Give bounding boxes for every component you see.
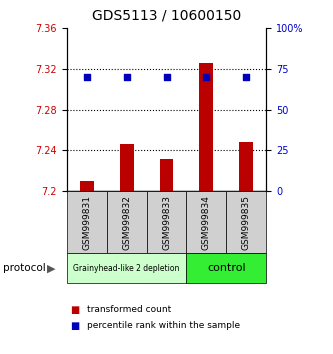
Text: control: control <box>207 263 246 273</box>
Text: GSM999835: GSM999835 <box>242 195 251 250</box>
Point <box>84 74 89 80</box>
Text: transformed count: transformed count <box>87 305 171 314</box>
Text: ■: ■ <box>70 305 79 315</box>
Bar <box>199 63 213 191</box>
Text: Grainyhead-like 2 depletion: Grainyhead-like 2 depletion <box>73 264 180 273</box>
Bar <box>120 144 134 191</box>
Bar <box>160 159 173 191</box>
Point <box>164 74 169 80</box>
Text: GSM999833: GSM999833 <box>162 195 171 250</box>
Text: GSM999834: GSM999834 <box>202 195 211 250</box>
Text: ▶: ▶ <box>47 263 56 273</box>
Text: percentile rank within the sample: percentile rank within the sample <box>87 321 240 330</box>
Text: GSM999831: GSM999831 <box>82 195 91 250</box>
Text: ■: ■ <box>70 321 79 331</box>
Point <box>204 74 209 80</box>
Point <box>244 74 249 80</box>
Bar <box>80 181 94 191</box>
Text: GSM999832: GSM999832 <box>122 195 131 250</box>
Point <box>124 74 129 80</box>
Text: protocol: protocol <box>3 263 46 273</box>
Text: GDS5113 / 10600150: GDS5113 / 10600150 <box>92 9 241 23</box>
Bar <box>239 142 253 191</box>
